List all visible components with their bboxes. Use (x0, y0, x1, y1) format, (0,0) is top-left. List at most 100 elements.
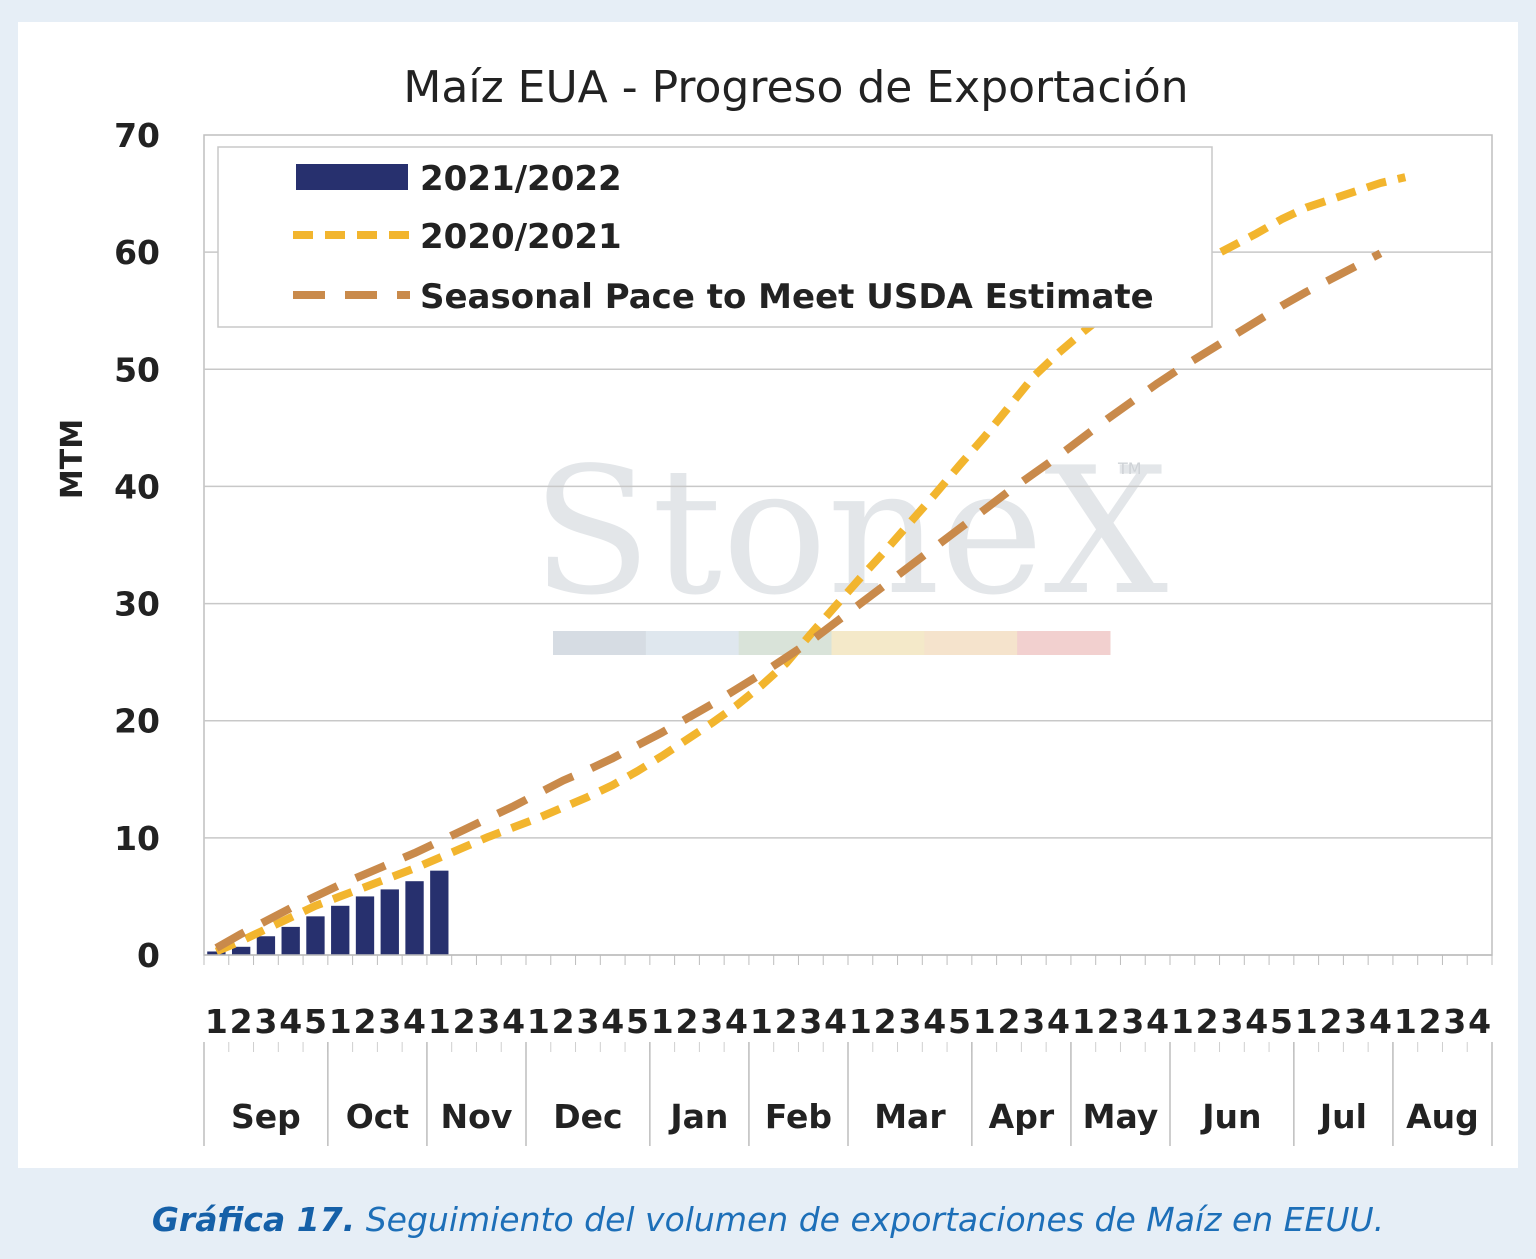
week-label: 1 (428, 1002, 451, 1041)
watermark-tm: TM (1117, 459, 1142, 478)
week-label: 4 (1047, 1002, 1070, 1041)
week-label: 2 (453, 1002, 476, 1041)
week-label: 2 (1419, 1002, 1442, 1041)
bar-series (207, 870, 449, 955)
chart-card: StoneX TM 0 10 20 30 40 50 60 70 1 2 3 4 5 1 2 3 4 1 2 3 4 1 2 3… (18, 22, 1518, 1168)
week-label: 4 (824, 1002, 847, 1041)
watermark-color-bar (645, 631, 740, 655)
week-label: 1 (329, 1002, 352, 1041)
chart-title: Maíz EUA - Progreso de Exportación (403, 62, 1188, 113)
week-label: 3 (576, 1002, 599, 1041)
week-label: 1 (205, 1002, 228, 1041)
week-label: 4 (725, 1002, 748, 1041)
y-tick-label: 30 (114, 585, 160, 624)
week-label: 3 (1022, 1002, 1045, 1041)
week-label: 1 (973, 1002, 996, 1041)
week-label: 4 (923, 1002, 946, 1041)
month-label: Mar (874, 1097, 946, 1136)
week-label: 5 (626, 1002, 649, 1041)
week-label: 4 (1146, 1002, 1169, 1041)
week-label: 4 (1369, 1002, 1392, 1041)
month-label: Feb (765, 1097, 832, 1136)
week-label: 1 (750, 1002, 773, 1041)
y-tick-label: 60 (114, 233, 160, 272)
week-label: 1 (1394, 1002, 1417, 1041)
week-label: 5 (304, 1002, 327, 1041)
watermark-color-bar (1017, 631, 1111, 655)
week-label: 2 (676, 1002, 699, 1041)
legend: 2021/2022 2020/2021 Seasonal Pace to Meet … (217, 146, 1213, 328)
month-label: Jul (1318, 1097, 1367, 1136)
caption-label: Gráfica 17. (151, 1200, 356, 1239)
week-label: 4 (279, 1002, 302, 1041)
y-tick-label: 50 (114, 350, 160, 389)
week-label: 1 (1171, 1002, 1194, 1041)
legend-swatch-bar (296, 164, 408, 190)
week-label: 3 (1220, 1002, 1243, 1041)
week-label: 3 (1344, 1002, 1367, 1041)
legend-label: 2020/2021 (420, 217, 622, 257)
week-label: 3 (898, 1002, 921, 1041)
month-label: Jan (668, 1097, 728, 1136)
bar-2021-2022 (405, 881, 424, 955)
week-label: 2 (1097, 1002, 1120, 1041)
month-label: Dec (553, 1097, 622, 1136)
week-label: 3 (700, 1002, 723, 1041)
watermark-color-bar (553, 631, 647, 655)
week-label: 4 (1468, 1002, 1491, 1041)
week-label: 2 (775, 1002, 798, 1041)
bar-2021-2022 (331, 905, 350, 955)
week-label: 1 (527, 1002, 550, 1041)
y-tick-label: 20 (114, 702, 160, 741)
y-tick-label: 40 (114, 467, 160, 506)
bar-2021-2022 (207, 951, 226, 955)
y-tick-label: 0 (137, 936, 160, 975)
bar-2021-2022 (231, 946, 251, 955)
y-axis-label: MTM (55, 419, 90, 499)
week-label: 2 (230, 1002, 253, 1041)
week-label: 3 (378, 1002, 401, 1041)
month-label: Oct (346, 1097, 410, 1136)
legend-label: 2021/2022 (420, 159, 622, 199)
week-label: 4 (601, 1002, 624, 1041)
week-label: 2 (1320, 1002, 1343, 1041)
bar-2021-2022 (306, 916, 325, 955)
week-label: 1 (849, 1002, 872, 1041)
week-label: 3 (1121, 1002, 1144, 1041)
week-label: 4 (502, 1002, 525, 1041)
month-label: Apr (989, 1097, 1055, 1136)
week-label: 3 (799, 1002, 822, 1041)
bar-2021-2022 (256, 936, 276, 955)
month-label: Sep (231, 1097, 301, 1136)
week-label: 1 (1295, 1002, 1318, 1041)
month-label: May (1083, 1097, 1159, 1136)
bar-2021-2022 (380, 889, 399, 955)
figure-caption: Gráfica 17. Seguimiento del volumen de e… (0, 1200, 1536, 1239)
week-label: 4 (403, 1002, 426, 1041)
legend-label: Seasonal Pace to Meet USDA Estimate (420, 277, 1154, 317)
bar-2021-2022 (355, 896, 375, 955)
line-seasonal-pace (214, 249, 1383, 952)
week-label: 4 (1245, 1002, 1268, 1041)
week-label: 2 (1196, 1002, 1219, 1041)
month-label: Jun (1200, 1097, 1261, 1136)
bar-2021-2022 (281, 926, 300, 955)
week-label: 3 (1443, 1002, 1466, 1041)
week-label: 2 (998, 1002, 1021, 1041)
bar-2021-2022 (430, 870, 449, 955)
week-label: 2 (874, 1002, 897, 1041)
week-label: 3 (254, 1002, 277, 1041)
caption-text: Seguimiento del volumen de exportaciones… (355, 1200, 1385, 1239)
y-tick-label: 10 (114, 819, 160, 858)
month-label: Nov (441, 1097, 513, 1136)
week-label: 5 (1270, 1002, 1293, 1041)
week-label: 2 (552, 1002, 575, 1041)
week-label: 5 (948, 1002, 971, 1041)
watermark-color-bar (831, 631, 925, 655)
watermark-text: StoneX (532, 431, 1168, 634)
week-label: 1 (651, 1002, 674, 1041)
y-tick-label: 70 (114, 116, 160, 155)
week-label: 3 (477, 1002, 500, 1041)
